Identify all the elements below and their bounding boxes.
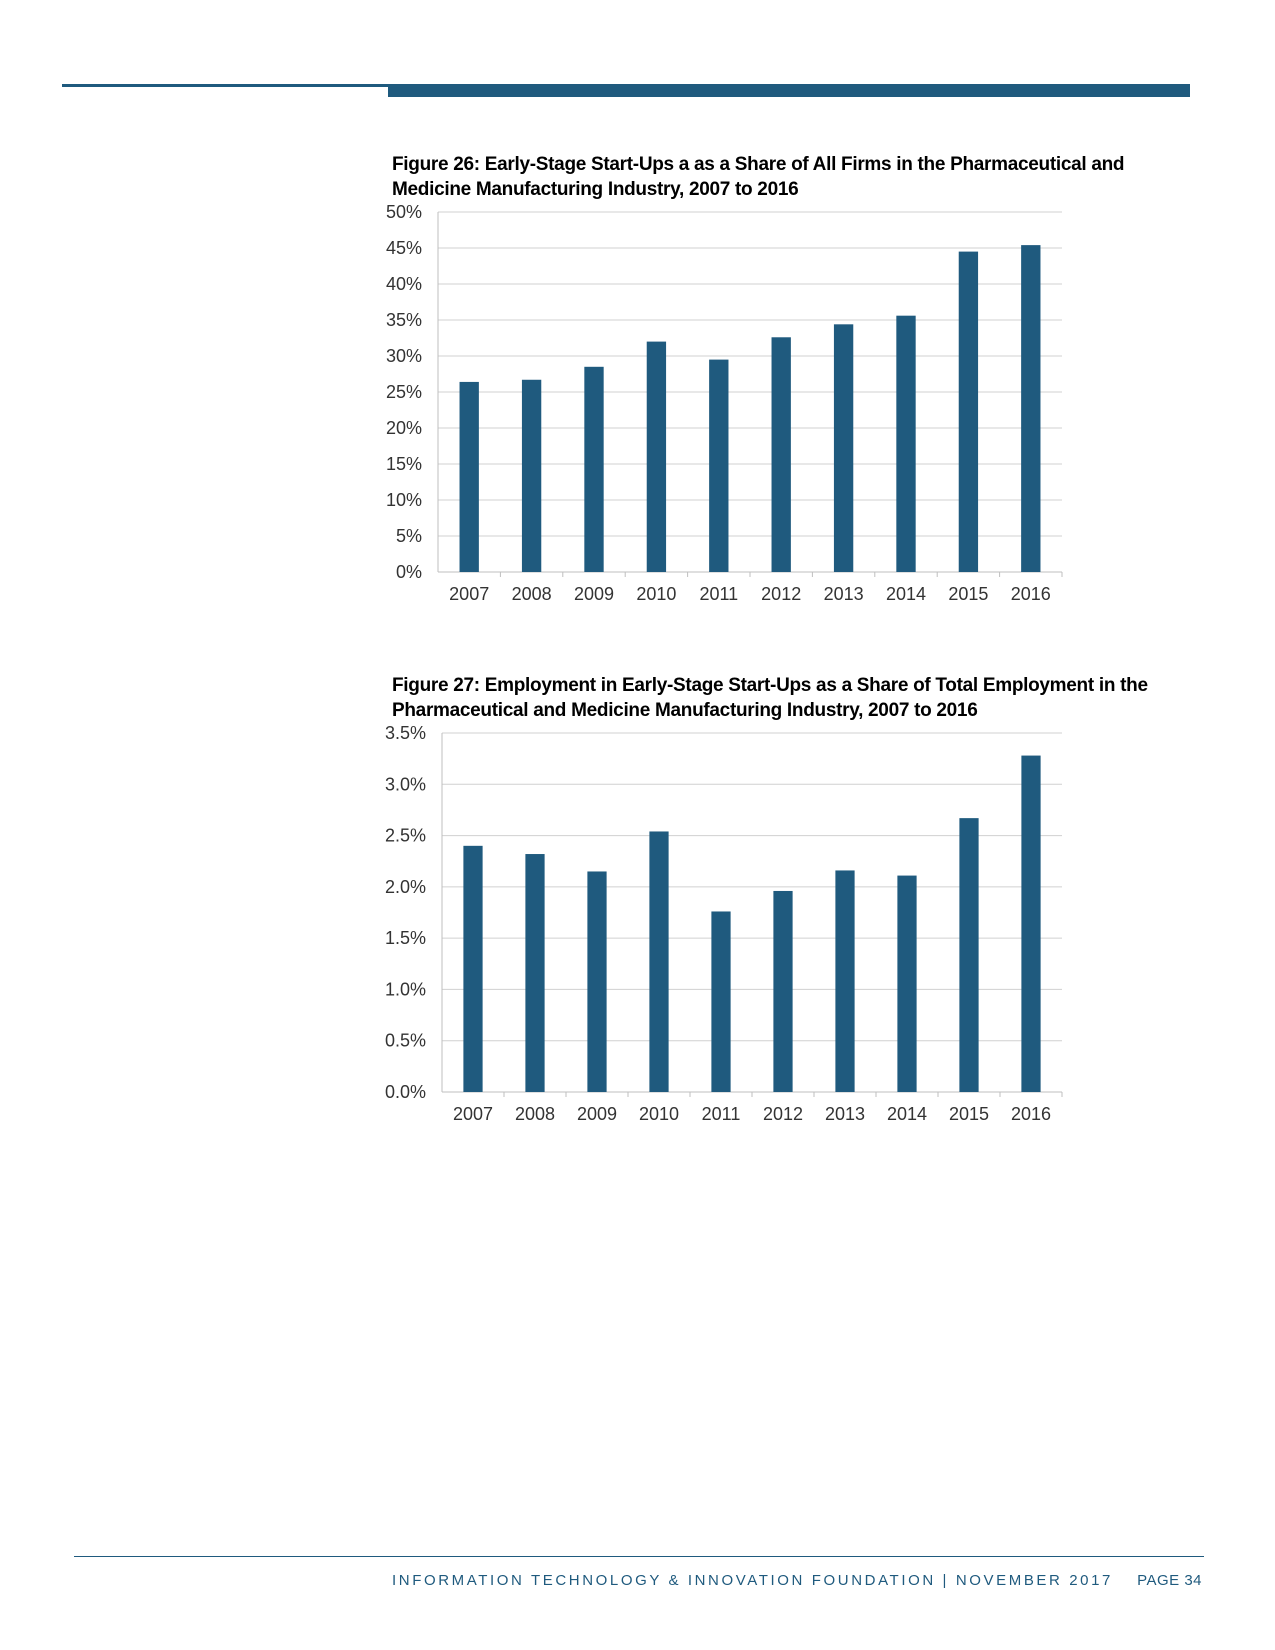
x-tick-label: 2007 [449, 584, 489, 604]
x-tick-label: 2011 [702, 1104, 741, 1124]
y-tick-label: 10% [386, 490, 422, 510]
bar-2015 [958, 251, 979, 572]
footer-rule [74, 1556, 1204, 1557]
y-tick-label: 0% [396, 562, 422, 582]
y-tick-label: 35% [386, 310, 422, 330]
figure-27-chart: 0.0% 0.5% 1.0% 1.5% 2.0% 2.5% 3.0% 3.5% 2007 2008… [385, 723, 1063, 1124]
x-tick-label: 2008 [512, 584, 552, 604]
bar-2007 [459, 381, 479, 572]
y-tick-label: 3.0% [385, 774, 426, 794]
y-tick-label: 1.5% [385, 928, 426, 948]
bar-2011 [709, 359, 729, 572]
y-tick-label: 2.5% [385, 826, 426, 846]
y-tick-label: 1.0% [385, 979, 426, 999]
figure-27-title: Figure 27: Employment in Early-Stage Sta… [392, 675, 1148, 721]
y-tick-label: 15% [386, 454, 422, 474]
x-tick-label: 2014 [887, 1104, 927, 1124]
x-tick-label: 2014 [886, 584, 926, 604]
bar-2012 [773, 890, 793, 1092]
bar-2010 [649, 831, 669, 1092]
page-number: PAGE 34 [1137, 1572, 1202, 1589]
figure-26-title: Figure 26: Early-Stage Start-Ups a as a … [392, 154, 1125, 200]
x-tick-label: 2016 [1011, 584, 1051, 604]
x-tick-label: 2007 [453, 1104, 493, 1124]
x-tick-label: 2015 [949, 1104, 989, 1124]
bar-2007 [463, 845, 483, 1092]
bar-2009 [587, 871, 607, 1092]
bar-2010 [646, 341, 667, 572]
footer-org-text: INFORMATION TECHNOLOGY & INNOVATION FOUN… [392, 1572, 1114, 1589]
bar-2013 [835, 870, 855, 1092]
bar-2014 [897, 875, 917, 1092]
y-tick-label: 50% [386, 202, 422, 222]
y-tick-label: 0.5% [385, 1031, 426, 1051]
figure-26-chart: 0% 5% 10% 15% 20% 25% 30% 35% 40% 45% 50% 2007 2008 2… [386, 202, 1063, 604]
x-tick-label: 2009 [574, 584, 614, 604]
bar-2016 [1021, 245, 1041, 572]
y-tick-label: 45% [386, 238, 422, 258]
y-tick-label: 2.0% [385, 877, 426, 897]
bar-2016 [1021, 755, 1041, 1092]
x-tick-label: 2012 [761, 584, 801, 604]
y-tick-label: 0.0% [385, 1082, 426, 1102]
x-tick-label: 2009 [577, 1104, 617, 1124]
bar-2014 [896, 315, 916, 572]
y-tick-label: 30% [386, 346, 422, 366]
x-tick-label: 2010 [639, 1104, 679, 1124]
bar-2008 [525, 854, 545, 1092]
bar-2011 [711, 911, 731, 1092]
bar-2008 [521, 379, 542, 572]
y-tick-label: 40% [386, 274, 422, 294]
x-tick-label: 2008 [515, 1104, 555, 1124]
x-tick-label: 2012 [763, 1104, 803, 1124]
y-tick-label: 20% [386, 418, 422, 438]
x-tick-label: 2011 [699, 584, 738, 604]
bar-2009 [584, 366, 604, 572]
x-tick-label: 2013 [824, 584, 864, 604]
bar-2015 [959, 818, 979, 1092]
x-tick-label: 2016 [1011, 1104, 1051, 1124]
x-tick-label: 2010 [636, 584, 676, 604]
bar-2013 [833, 324, 854, 572]
bar-2012 [771, 337, 791, 572]
header-rule-thick [388, 84, 1190, 97]
y-tick-label: 5% [396, 526, 422, 546]
x-tick-label: 2013 [825, 1104, 865, 1124]
header-rule-thin [62, 84, 388, 87]
y-tick-label: 3.5% [385, 723, 426, 743]
x-tick-label: 2015 [948, 584, 988, 604]
y-tick-label: 25% [386, 382, 422, 402]
